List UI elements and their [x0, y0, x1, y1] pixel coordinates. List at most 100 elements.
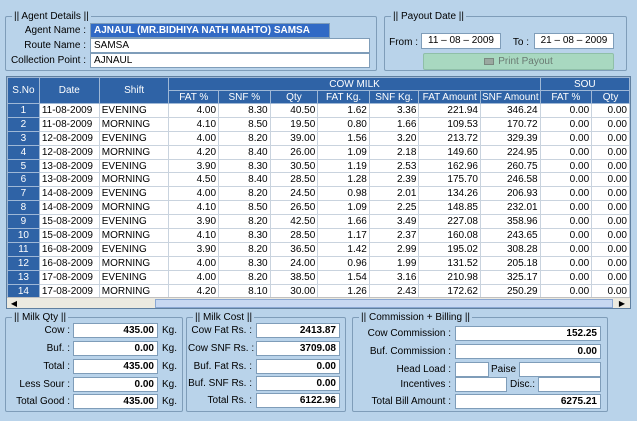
table-cell[interactable]: 0.00	[539, 269, 593, 285]
table-cell[interactable]: 2.39	[368, 172, 420, 188]
table-cell[interactable]: 4.00	[168, 255, 220, 271]
table-cell[interactable]: 30.00	[269, 283, 319, 299]
table-cell[interactable]: MORNING	[98, 228, 170, 243]
table-cell[interactable]: 1.19	[317, 158, 370, 174]
table-cell[interactable]: 2.25	[368, 200, 420, 216]
row-number-cell[interactable]: 9	[7, 214, 40, 230]
table-cell[interactable]: 12-08-2009	[38, 130, 100, 146]
table-cell[interactable]: 148.85	[418, 200, 481, 216]
table-cell[interactable]: 0.00	[539, 228, 593, 243]
table-cell[interactable]: 14-08-2009	[38, 200, 100, 216]
table-cell[interactable]: 2.43	[368, 283, 420, 299]
table-row[interactable]: 2 11-08-2009 MORNING 4.10 8.50 19.50 0.80 1.66 1…	[7, 116, 630, 132]
table-cell[interactable]: MORNING	[98, 116, 170, 132]
table-cell[interactable]: EVENING	[98, 269, 170, 285]
table-row[interactable]: 11 16-08-2009 EVENING 3.90 8.20 36.50 1.42 2.99…	[7, 241, 630, 257]
table-cell[interactable]: 0.00	[539, 255, 593, 271]
table-cell[interactable]: 3.36	[368, 103, 420, 118]
col-header-sour-qty[interactable]: Qty	[591, 90, 630, 104]
table-cell[interactable]: 19.50	[269, 116, 319, 132]
table-cell[interactable]: 0.00	[539, 241, 593, 257]
table-cell[interactable]: 13-08-2009	[38, 158, 100, 174]
table-cell[interactable]: 14-08-2009	[38, 186, 100, 202]
col-header-shift[interactable]: Shift	[98, 77, 170, 104]
table-cell[interactable]: 1.17	[317, 228, 370, 243]
table-cell[interactable]: 2.37	[368, 228, 420, 243]
table-cell[interactable]: 0.00	[539, 214, 593, 230]
route-name-field[interactable]: SAMSA	[90, 38, 370, 53]
cow-qty-field[interactable]: 435.00	[73, 323, 158, 338]
table-cell[interactable]: 1.66	[317, 214, 370, 230]
table-cell[interactable]: 221.94	[418, 103, 481, 118]
from-date-field[interactable]: 11 – 08 – 2009	[421, 33, 501, 49]
table-row[interactable]: 14 17-08-2009 MORNING 4.20 8.10 30.00 1.26 2.43…	[7, 283, 630, 299]
table-row[interactable]: 8 14-08-2009 MORNING 4.10 8.50 26.50 1.09 2.25 1…	[7, 200, 630, 216]
table-cell[interactable]: 17-08-2009	[38, 269, 100, 285]
table-cell[interactable]: 346.24	[480, 103, 541, 118]
table-cell[interactable]: 4.20	[168, 283, 220, 299]
less-sour-field[interactable]: 0.00	[73, 377, 158, 392]
collection-point-field[interactable]: AJNAUL	[90, 53, 370, 68]
table-cell[interactable]: 0.00	[591, 269, 630, 285]
table-cell[interactable]: 2.53	[368, 158, 420, 174]
table-cell[interactable]: 8.20	[218, 241, 271, 257]
table-cell[interactable]: 0.00	[591, 200, 630, 216]
table-row[interactable]: 4 12-08-2009 MORNING 4.20 8.40 26.00 1.09 2.18 1…	[7, 144, 630, 160]
table-cell[interactable]: 1.28	[317, 172, 370, 188]
table-cell[interactable]: 8.30	[218, 158, 271, 174]
row-number-cell[interactable]: 1	[7, 103, 40, 118]
row-number-cell[interactable]: 3	[7, 130, 40, 146]
table-cell[interactable]: 308.28	[480, 241, 541, 257]
table-cell[interactable]: MORNING	[98, 255, 170, 271]
table-cell[interactable]: MORNING	[98, 283, 170, 299]
col-header-cow-snf-kg[interactable]: SNF Kg.	[368, 90, 420, 104]
table-cell[interactable]: 15-08-2009	[38, 214, 100, 230]
table-cell[interactable]: 1.26	[317, 283, 370, 299]
table-cell[interactable]: 162.96	[418, 158, 481, 174]
table-cell[interactable]: 1.56	[317, 130, 370, 146]
row-number-cell[interactable]: 11	[7, 241, 40, 257]
table-cell[interactable]: 0.00	[591, 241, 630, 257]
table-cell[interactable]: 12-08-2009	[38, 144, 100, 160]
table-cell[interactable]: 8.20	[218, 130, 271, 146]
table-cell[interactable]: EVENING	[98, 103, 170, 118]
table-cell[interactable]: 0.00	[591, 172, 630, 188]
table-cell[interactable]: 250.29	[480, 283, 541, 299]
table-cell[interactable]: MORNING	[98, 200, 170, 216]
discount-field[interactable]	[538, 377, 601, 392]
row-number-cell[interactable]: 4	[7, 144, 40, 160]
table-cell[interactable]: 8.40	[218, 144, 271, 160]
col-header-cow-fat-amount[interactable]: FAT Amount	[418, 90, 481, 104]
table-cell[interactable]: 28.50	[269, 228, 319, 243]
table-cell[interactable]: EVENING	[98, 158, 170, 174]
table-cell[interactable]: 0.00	[539, 200, 593, 216]
table-cell[interactable]: 8.10	[218, 283, 271, 299]
table-cell[interactable]: 260.75	[480, 158, 541, 174]
table-cell[interactable]: 4.10	[168, 200, 220, 216]
table-cell[interactable]: 0.00	[539, 130, 593, 146]
table-cell[interactable]: 0.00	[591, 103, 630, 118]
row-number-cell[interactable]: 10	[7, 228, 40, 243]
table-cell[interactable]: 1.42	[317, 241, 370, 257]
table-cell[interactable]: 0.00	[591, 158, 630, 174]
table-cell[interactable]: 8.20	[218, 269, 271, 285]
table-cell[interactable]: 24.00	[269, 255, 319, 271]
col-header-cow-fat-kg[interactable]: FAT Kg.	[317, 90, 370, 104]
table-cell[interactable]: 4.00	[168, 103, 220, 118]
row-number-cell[interactable]: 7	[7, 186, 40, 202]
table-cell[interactable]: 26.00	[269, 144, 319, 160]
table-cell[interactable]: 11-08-2009	[38, 116, 100, 132]
buf-commission-field[interactable]: 0.00	[455, 344, 601, 359]
table-cell[interactable]: 0.00	[539, 158, 593, 174]
table-cell[interactable]: EVENING	[98, 214, 170, 230]
col-header-cow-fat-pct[interactable]: FAT %	[168, 90, 220, 104]
buf-qty-field[interactable]: 0.00	[73, 341, 158, 356]
cow-commission-field[interactable]: 152.25	[455, 326, 601, 341]
table-cell[interactable]: 210.98	[418, 269, 481, 285]
print-payout-button[interactable]: Print Payout	[423, 53, 614, 70]
table-row[interactable]: 7 14-08-2009 EVENING 4.00 8.20 24.50 0.98 2.01 1…	[7, 186, 630, 202]
table-cell[interactable]: EVENING	[98, 130, 170, 146]
table-row[interactable]: 3 12-08-2009 EVENING 4.00 8.20 39.00 1.56 3.20 2…	[7, 130, 630, 146]
table-cell[interactable]: 2.01	[368, 186, 420, 202]
table-cell[interactable]: 1.09	[317, 200, 370, 216]
